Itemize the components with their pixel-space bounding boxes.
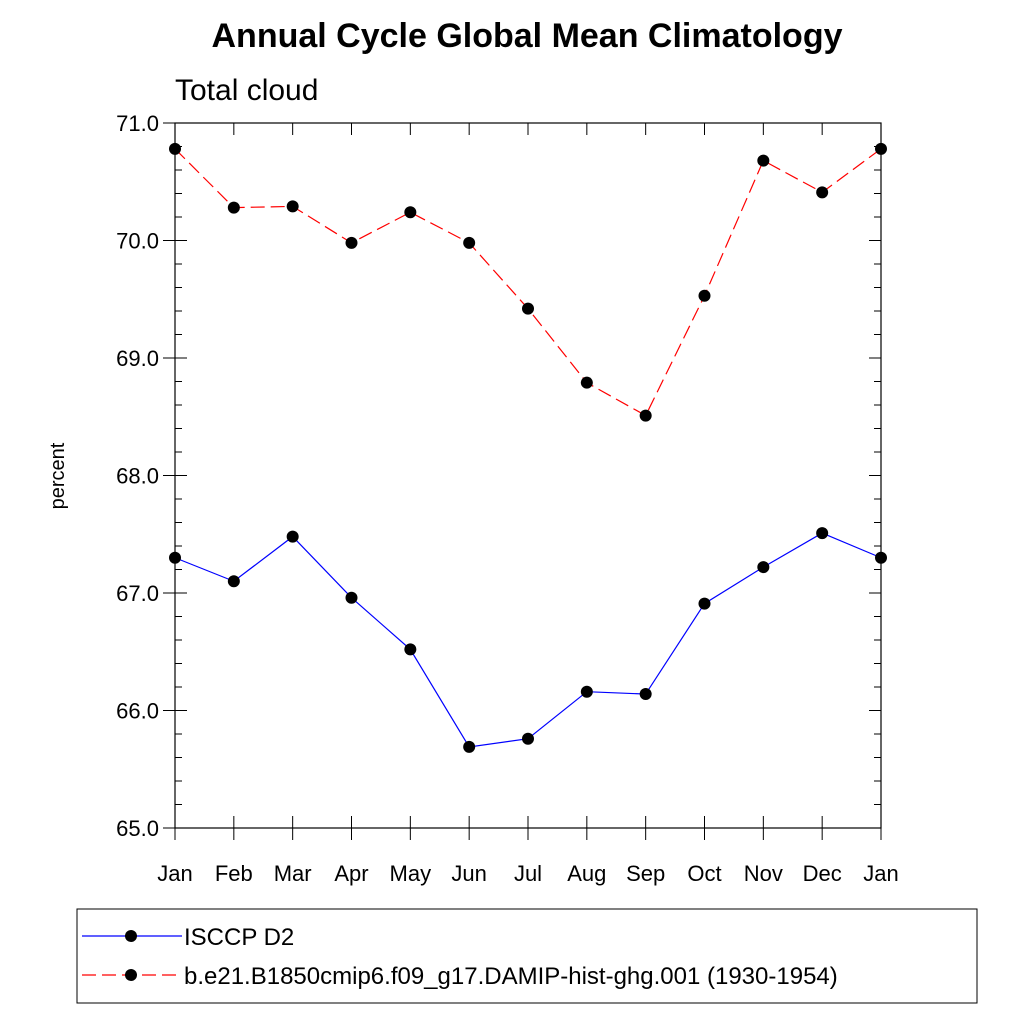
y-tick-label: 71.0: [116, 111, 159, 136]
series-2-point: [757, 154, 770, 167]
minor-ticks: [175, 122, 881, 829]
x-tick-label: Nov: [744, 861, 783, 886]
x-tick-label: Mar: [274, 861, 312, 886]
series-2-point: [816, 186, 829, 199]
series-2-point: [580, 376, 593, 389]
x-tick-label: Oct: [687, 861, 721, 886]
series-2-point: [345, 236, 358, 249]
y-tick-label: 70.0: [116, 229, 159, 254]
series-1-point: [875, 551, 887, 564]
series-2-point: [875, 142, 887, 155]
series-1-point: [757, 561, 770, 574]
x-tick-label: Dec: [803, 861, 842, 886]
series-line-1: [174, 532, 882, 748]
legend: ISCCP D2 b.e21.B1850cmip6.f09_g17.DAMIP-h…: [76, 908, 978, 1004]
series-1-point: [522, 732, 534, 745]
series-1-point: [345, 591, 358, 604]
x-tick-label: Jun: [451, 861, 486, 886]
series-1-point: [169, 551, 181, 564]
major-ticks: [163, 122, 882, 840]
series-2-point: [404, 206, 417, 219]
x-tick-label: Feb: [215, 861, 253, 886]
chart-subtitle: Total cloud: [175, 74, 318, 107]
series-2-point: [463, 236, 476, 249]
legend-marker-2: [125, 969, 137, 981]
series-1-point: [816, 527, 829, 540]
series-group: [169, 142, 887, 753]
series-1-point: [286, 530, 299, 543]
legend-frame: [76, 908, 978, 1004]
series-1-point: [698, 597, 711, 610]
series-1-point: [404, 643, 417, 656]
legend-label-2: b.e21.B1850cmip6.f09_g17.DAMIP-hist-ghg.…: [184, 963, 838, 990]
y-tick-labels: 65.0 66.0 67.0 68.0 69.0 70.0 71.0: [116, 111, 159, 841]
x-tick-label: Aug: [567, 861, 606, 886]
y-axis-title: percent: [47, 442, 69, 509]
chart-title: Annual Cycle Global Mean Climatology: [212, 17, 843, 55]
series-1-point: [463, 740, 476, 753]
series-2-point: [286, 200, 299, 213]
series-1-point: [227, 575, 240, 588]
y-tick-label: 69.0: [116, 346, 159, 371]
y-tick-label: 68.0: [116, 464, 159, 489]
series-2-point: [169, 142, 181, 155]
y-tick-label: 66.0: [116, 699, 159, 724]
series-2-point: [522, 302, 534, 315]
series-1-point: [639, 688, 652, 701]
y-tick-label: 67.0: [116, 581, 159, 606]
plot-frame: [174, 122, 882, 829]
series-1-point: [580, 685, 593, 698]
x-tick-label: Jul: [514, 861, 542, 886]
series-2-point: [698, 289, 711, 302]
series-2-point: [227, 201, 240, 214]
x-tick-label: Jan: [863, 861, 898, 886]
x-tick-label: Jan: [157, 861, 192, 886]
legend-label-1: ISCCP D2: [184, 924, 294, 951]
series-line-2: [174, 148, 882, 417]
series-2-point: [639, 409, 652, 422]
x-tick-label: May: [390, 861, 432, 886]
x-tick-labels: Jan Feb Mar Apr May Jun Jul Aug Sep Oct Nov Dec Jan: [157, 861, 898, 886]
x-tick-label: Sep: [626, 861, 665, 886]
legend-marker-1: [125, 930, 137, 942]
x-tick-label: Apr: [334, 861, 368, 886]
y-tick-label: 65.0: [116, 816, 159, 841]
